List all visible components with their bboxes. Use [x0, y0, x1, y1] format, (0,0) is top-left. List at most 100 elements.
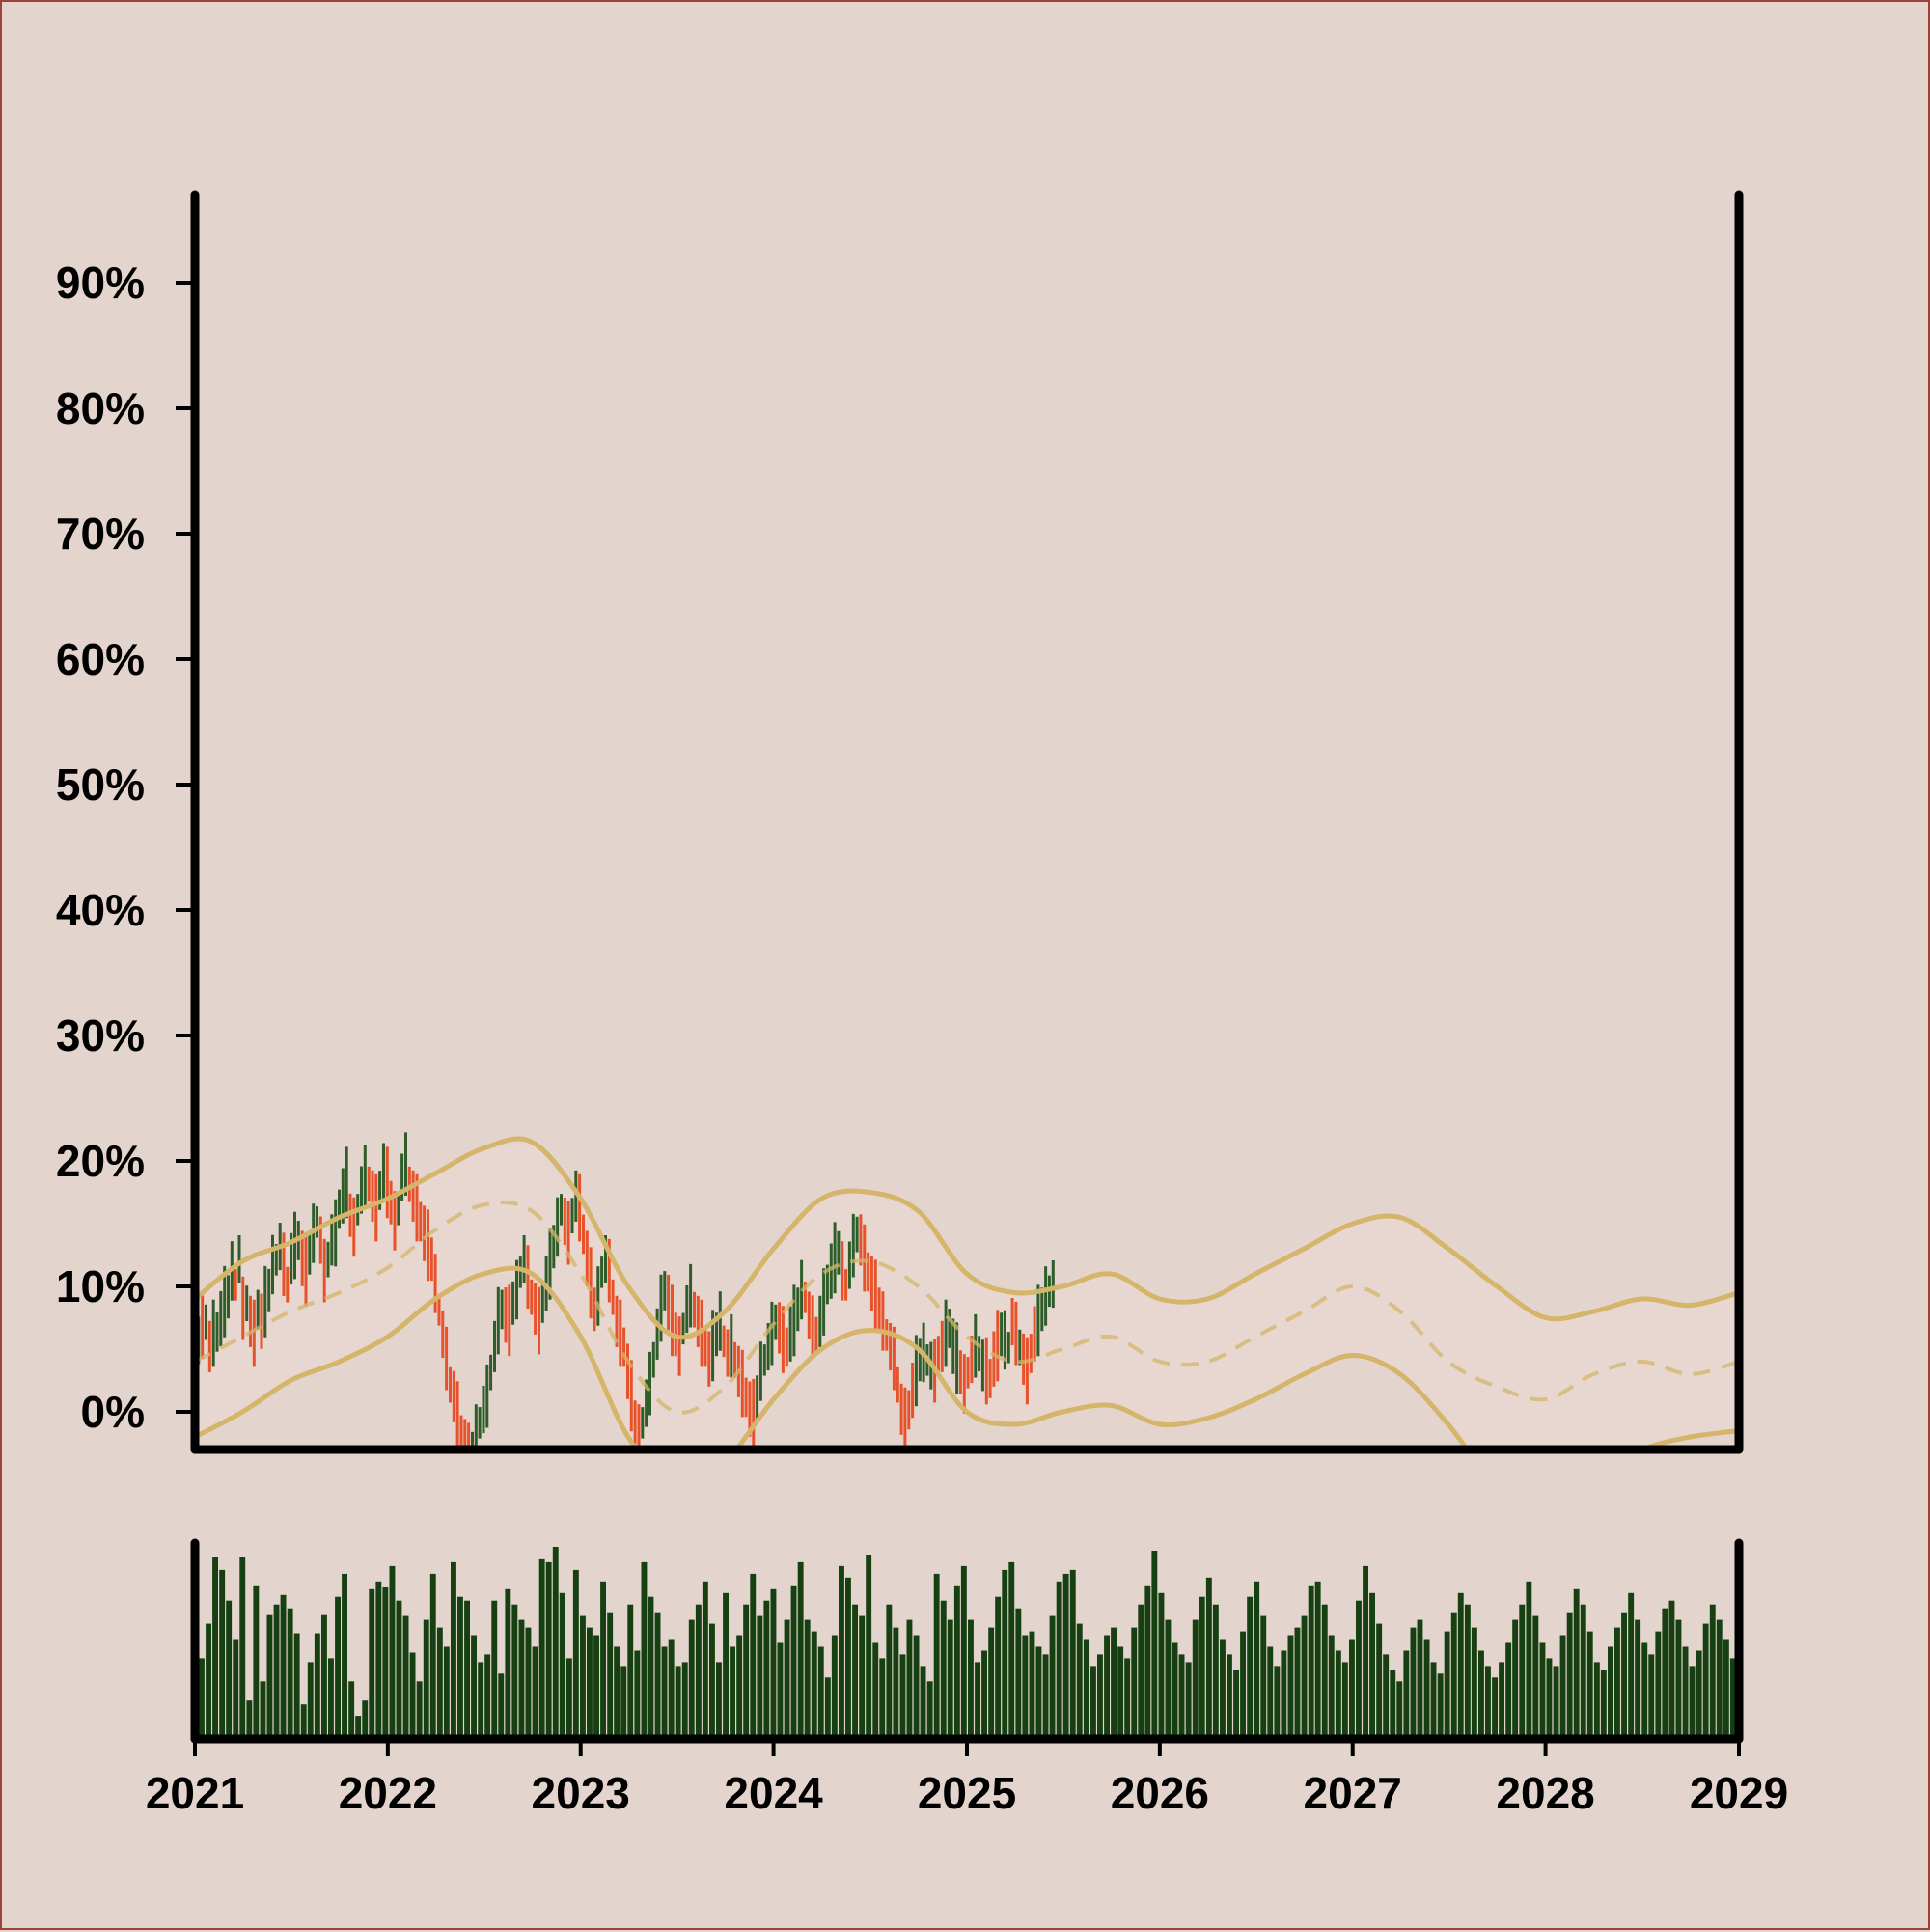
y-tick-label: 30%	[56, 1010, 145, 1061]
volume-bar	[859, 1615, 866, 1739]
volume-bar	[355, 1716, 362, 1739]
volume-bar	[1281, 1650, 1287, 1739]
volume-bar	[770, 1588, 777, 1739]
volume-bar	[511, 1604, 518, 1739]
volume-bar	[226, 1600, 233, 1739]
volume-bar	[1274, 1666, 1281, 1739]
volume-bar	[831, 1635, 838, 1739]
volume-bar	[695, 1604, 702, 1739]
volume-bar	[1716, 1619, 1723, 1739]
bollinger-bands	[195, 1142, 1739, 1449]
y-tick-label: 50%	[56, 759, 145, 810]
x-tick-label: 2025	[918, 1768, 1016, 1818]
volume-bar	[1559, 1635, 1566, 1739]
volume-bar	[491, 1600, 498, 1739]
volume-bar	[1192, 1619, 1199, 1739]
volume-bar	[396, 1600, 402, 1739]
volume-bar	[321, 1614, 327, 1739]
volume-bar	[1294, 1627, 1301, 1739]
volume-bar	[743, 1604, 750, 1739]
volume-bar	[1260, 1615, 1267, 1739]
volume-bar	[1349, 1639, 1355, 1739]
volume-bar	[328, 1658, 334, 1739]
volume-bar	[1532, 1615, 1539, 1739]
volume-bar	[1008, 1561, 1015, 1739]
volume-bar	[1519, 1604, 1526, 1739]
volume-bar	[293, 1633, 300, 1739]
volume-bar	[641, 1561, 648, 1739]
volume-bar	[661, 1646, 668, 1739]
x-tick-label: 2024	[724, 1768, 823, 1818]
volume-bar	[824, 1677, 831, 1739]
volume-bar	[1608, 1646, 1613, 1739]
volume-bar	[1512, 1619, 1519, 1739]
volume-bar	[552, 1547, 559, 1739]
volume-bar	[716, 1662, 722, 1739]
volume-bar	[416, 1681, 423, 1739]
volume-bar	[1709, 1604, 1716, 1739]
volume-bar	[763, 1600, 770, 1739]
volume-bar	[804, 1619, 811, 1739]
volume-bar	[1205, 1577, 1212, 1739]
volume-bar	[280, 1594, 287, 1740]
volume-bar	[1471, 1627, 1477, 1739]
volume-bar	[1430, 1662, 1437, 1739]
volume-bar	[709, 1623, 715, 1739]
volume-bar	[307, 1662, 314, 1739]
volume-bar	[845, 1577, 851, 1739]
volume-bar	[1131, 1627, 1138, 1739]
volume-bar	[587, 1627, 593, 1739]
volume-bar	[790, 1585, 797, 1739]
volume-bar	[1675, 1619, 1682, 1739]
volume-bar	[975, 1662, 980, 1739]
volume-bar	[1641, 1642, 1648, 1739]
volume-bar	[1267, 1646, 1274, 1739]
x-axis-ticks: 2021 2022 2023 2024 2025 2026 2027 2028 2029	[146, 1739, 1788, 1818]
band-lines	[195, 1136, 1739, 1449]
volume-bar	[1335, 1650, 1341, 1739]
volume-bar	[1247, 1596, 1254, 1739]
volume-bar	[457, 1596, 463, 1739]
volume-bar	[1621, 1612, 1627, 1739]
volume-bar	[1308, 1585, 1314, 1739]
volume-bar	[886, 1604, 893, 1739]
volume-bar	[1111, 1627, 1117, 1739]
volume-bar	[246, 1700, 253, 1739]
volume-bar	[1076, 1623, 1083, 1739]
volume-bar	[593, 1635, 599, 1739]
volume-bar	[348, 1681, 355, 1739]
x-tick-label: 2027	[1304, 1768, 1402, 1818]
volume-bar	[1553, 1666, 1559, 1739]
volume-bar	[960, 1565, 967, 1739]
volume-bar	[702, 1581, 708, 1739]
volume-bar	[1356, 1600, 1362, 1739]
volume-bars	[199, 1547, 1736, 1740]
volume-bar	[947, 1619, 953, 1739]
volume-bar	[1104, 1635, 1110, 1739]
volume-bar	[614, 1646, 620, 1739]
volume-bar	[484, 1654, 491, 1739]
volume-bar	[1566, 1612, 1573, 1739]
volume-bar	[1015, 1608, 1022, 1739]
volume-bar	[968, 1619, 974, 1739]
volume-bar	[1158, 1592, 1165, 1739]
volume-bar	[1369, 1592, 1375, 1739]
volume-bar	[1178, 1654, 1185, 1739]
volume-bar	[1457, 1592, 1464, 1739]
volume-bar	[451, 1561, 456, 1739]
volume-bar	[464, 1600, 470, 1739]
volume-bar	[300, 1704, 307, 1739]
x-tick-label: 2021	[146, 1768, 244, 1818]
volume-bar	[219, 1569, 226, 1739]
volume-bar	[1240, 1631, 1246, 1739]
y-axis-ticks: 0% 10% 20% 30% 40% 50% 60% 70% 80% 90%	[56, 258, 195, 1437]
volume-bar	[1423, 1639, 1430, 1739]
volume-bar	[1314, 1581, 1321, 1739]
volume-bar	[266, 1614, 273, 1739]
volume-bar	[1035, 1646, 1042, 1739]
volume-bar	[538, 1558, 545, 1739]
volume-bar	[648, 1596, 654, 1739]
volume-bar	[1635, 1619, 1641, 1739]
volume-bar	[784, 1619, 790, 1739]
volume-bar	[1363, 1565, 1368, 1739]
